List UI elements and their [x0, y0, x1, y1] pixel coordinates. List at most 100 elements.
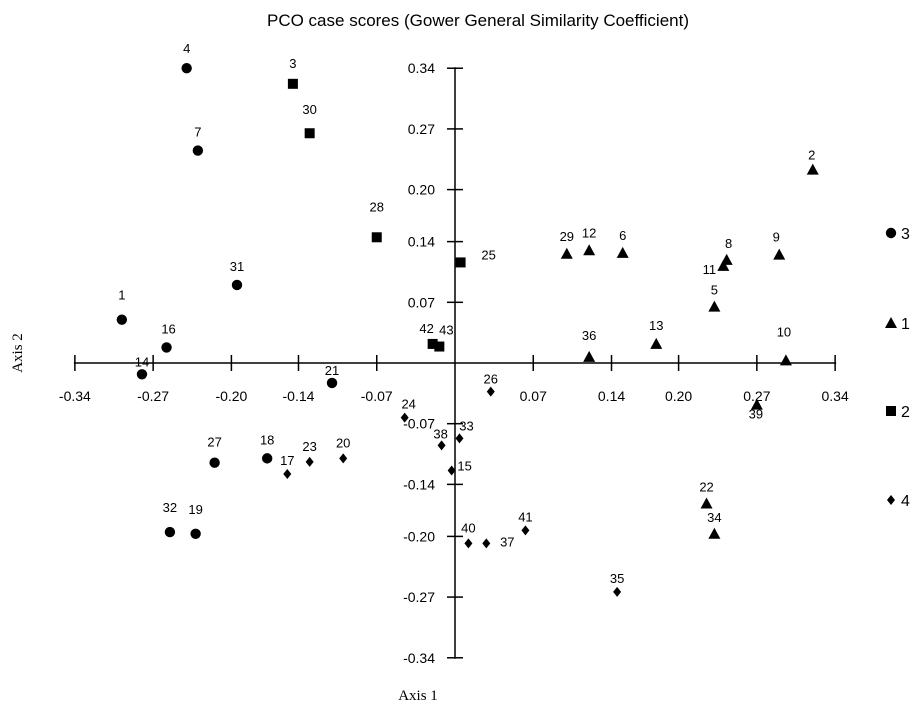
point-label: 34: [707, 510, 721, 525]
y-tick-label: 0.20: [408, 182, 435, 198]
point-label: 43: [439, 323, 453, 338]
data-point-diamond: [437, 440, 446, 451]
x-tick-label: 0.20: [665, 388, 692, 404]
x-tick-label: 0.34: [821, 388, 848, 404]
point-label: 24: [401, 397, 415, 412]
point-label: 39: [749, 407, 763, 422]
data-point-square: [287, 78, 298, 89]
point-label: 2: [808, 148, 815, 163]
data-point-triangle: [650, 337, 663, 349]
data-point-circle: [181, 63, 192, 74]
data-point-diamond: [283, 468, 292, 479]
y-tick-label: -0.20: [403, 528, 435, 544]
x-tick-label: -0.20: [215, 388, 247, 404]
point-label: 8: [725, 236, 732, 251]
legend-label: 1: [901, 316, 910, 333]
data-point-diamond: [455, 433, 464, 444]
point-label: 18: [260, 432, 274, 447]
point-label: 4: [183, 41, 190, 56]
y-tick-label: 0.34: [408, 60, 435, 76]
point-label: 26: [484, 372, 498, 387]
point-label: 23: [302, 439, 316, 454]
data-point-triangle: [773, 248, 786, 260]
data-point-triangle: [779, 354, 792, 366]
point-label: 38: [433, 426, 447, 441]
data-point-circle: [136, 369, 148, 380]
point-label: 15: [457, 459, 471, 474]
data-point-triangle: [700, 497, 713, 509]
x-tick-label: -0.07: [361, 388, 393, 404]
data-point-square: [455, 257, 466, 268]
point-label: 10: [777, 324, 791, 339]
data-point-diamond: [447, 465, 456, 476]
point-label: 40: [461, 520, 475, 535]
legend-marker-circle: [885, 227, 897, 239]
data-point-diamond: [464, 538, 473, 549]
data-point-square: [371, 232, 382, 243]
point-label: 14: [135, 354, 149, 369]
data-point-circle: [231, 279, 243, 291]
x-tick-label: -0.27: [137, 388, 169, 404]
data-point-triangle: [708, 300, 721, 312]
y-tick-label: -0.14: [403, 476, 435, 492]
point-label: 36: [582, 328, 596, 343]
y-tick-label: -0.27: [403, 589, 435, 605]
data-point-triangle: [583, 244, 596, 256]
data-point-triangle: [583, 350, 596, 362]
chart-title: PCO case scores (Gower General Similarit…: [267, 11, 689, 30]
legend-marker-diamond: [887, 495, 895, 505]
data-point-diamond: [339, 453, 348, 464]
point-label: 6: [619, 228, 626, 243]
point-label: 12: [582, 225, 596, 240]
data-point-square: [434, 341, 445, 352]
legend: 3 1 2 4: [885, 226, 910, 510]
point-label: 3: [289, 56, 296, 71]
data-point-circle: [326, 377, 338, 389]
point-labels: 4 7 31 1 16 14 21 27 18 32 19 2 29 12 6 8 11 9 5 36 13 10 39 22…: [118, 41, 815, 586]
y-tick-label: 0.27: [408, 121, 435, 137]
data-point-triangle: [616, 246, 629, 258]
point-label: 35: [610, 571, 624, 586]
point-label: 33: [459, 418, 473, 433]
legend-label: 3: [901, 226, 910, 243]
y-tick-label: -0.34: [403, 650, 435, 666]
x-tick-label: -0.34: [59, 388, 91, 404]
point-label: 5: [711, 283, 718, 298]
data-point-square: [427, 338, 438, 349]
point-label: 7: [194, 125, 201, 140]
data-point-triangle: [717, 259, 730, 271]
data-point-square: [304, 128, 315, 139]
data-point-triangle: [750, 398, 763, 410]
data-point-diamond: [482, 538, 491, 549]
data-point-diamond: [486, 386, 495, 397]
data-point-circle: [190, 528, 201, 539]
legend-label: 4: [901, 493, 910, 510]
y-tick-label: 0.07: [408, 294, 435, 310]
y-tick-label: -0.07: [403, 416, 435, 432]
axes: -0.34 -0.27 -0.20 -0.14 -0.07 0.07 0.14 0.20 0.2…: [59, 60, 849, 666]
point-label: 9: [773, 230, 780, 245]
y-tick-label: 0.14: [408, 234, 435, 250]
point-label: 32: [163, 500, 177, 515]
point-label: 42: [419, 321, 433, 336]
data-point-triangle: [806, 163, 819, 175]
point-label: 28: [370, 199, 384, 214]
data-point-diamond: [521, 525, 530, 536]
x-tick-label: 0.07: [520, 388, 547, 404]
point-label: 17: [280, 453, 294, 468]
data-point-circle: [209, 457, 220, 468]
data-point-circle: [261, 453, 273, 464]
point-label: 29: [560, 229, 574, 244]
x-tick-label: -0.14: [283, 388, 315, 404]
point-label: 16: [161, 321, 175, 336]
data-point-triangle: [708, 527, 721, 539]
x-tick-label: 0.27: [743, 388, 770, 404]
data-point-diamond: [400, 412, 409, 423]
point-label: 25: [481, 247, 495, 262]
point-label: 31: [230, 259, 244, 274]
data-point-circle: [161, 342, 172, 353]
point-label: 27: [207, 435, 221, 450]
legend-label: 2: [901, 404, 910, 421]
data-points: [116, 63, 819, 597]
